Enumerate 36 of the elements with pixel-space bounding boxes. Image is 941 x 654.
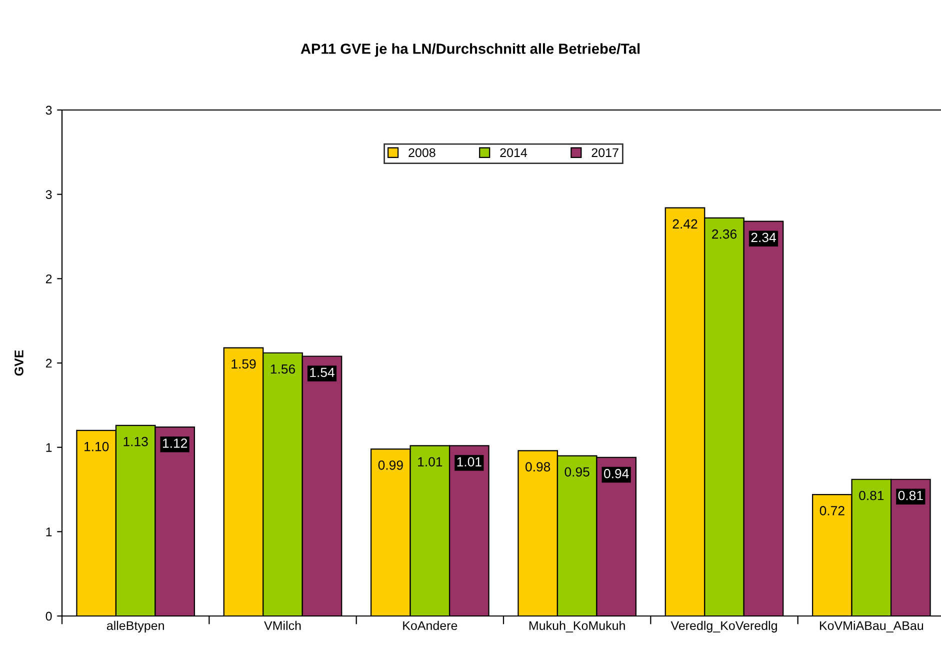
y-tick-label: 2 — [46, 274, 52, 284]
data-label: 1.56 — [270, 364, 296, 374]
data-label: 0.94 — [604, 468, 629, 478]
data-label: 1.54 — [310, 368, 334, 378]
data-label: 0.81 — [859, 490, 884, 500]
y-tick-label: 1 — [46, 528, 52, 536]
y-tick-label: 3 — [46, 190, 52, 199]
data-label: 1.10 — [84, 442, 109, 452]
x-tick-label: KoVMiABau_ABau — [820, 620, 924, 632]
data-label: 2.34 — [751, 232, 776, 242]
y-tick-label: 3 — [46, 106, 52, 115]
data-label: 1.12 — [162, 438, 188, 448]
chart-title: AP11 GVE je ha LN/Durchschnitt alle Betriebe/Tal — [300, 43, 640, 57]
data-label: 1.13 — [124, 436, 148, 446]
y-axis-title: GVE — [14, 350, 24, 376]
data-label: 0.95 — [564, 467, 590, 477]
data-label: 1.01 — [457, 457, 482, 466]
x-tick-label: Mukuh_KoMukuh — [529, 620, 625, 632]
data-label: 0.98 — [526, 462, 550, 472]
data-label: 1.59 — [232, 359, 256, 369]
x-tick-label: Veredlg_KoVeredlg — [670, 620, 777, 633]
data-label: 2.42 — [672, 219, 698, 228]
y-tick-label: 1 — [46, 443, 52, 452]
data-label: 0.99 — [378, 460, 403, 470]
legend-label: 2008 — [408, 148, 436, 158]
data-label: 0.81 — [898, 490, 923, 500]
data-label: 2.36 — [712, 229, 737, 239]
data-label: 0.72 — [820, 506, 844, 516]
x-tick-label: KoAndere — [403, 620, 458, 630]
y-tick-label: 2 — [46, 358, 52, 368]
legend-label: 2014 — [500, 148, 528, 158]
legend-label: 2017 — [592, 148, 618, 158]
data-label: 1.01 — [418, 457, 442, 466]
x-tick-label: VMilch — [264, 620, 301, 630]
y-tick-label: 0 — [46, 612, 52, 621]
x-tick-label: alleBtypen — [106, 620, 164, 633]
